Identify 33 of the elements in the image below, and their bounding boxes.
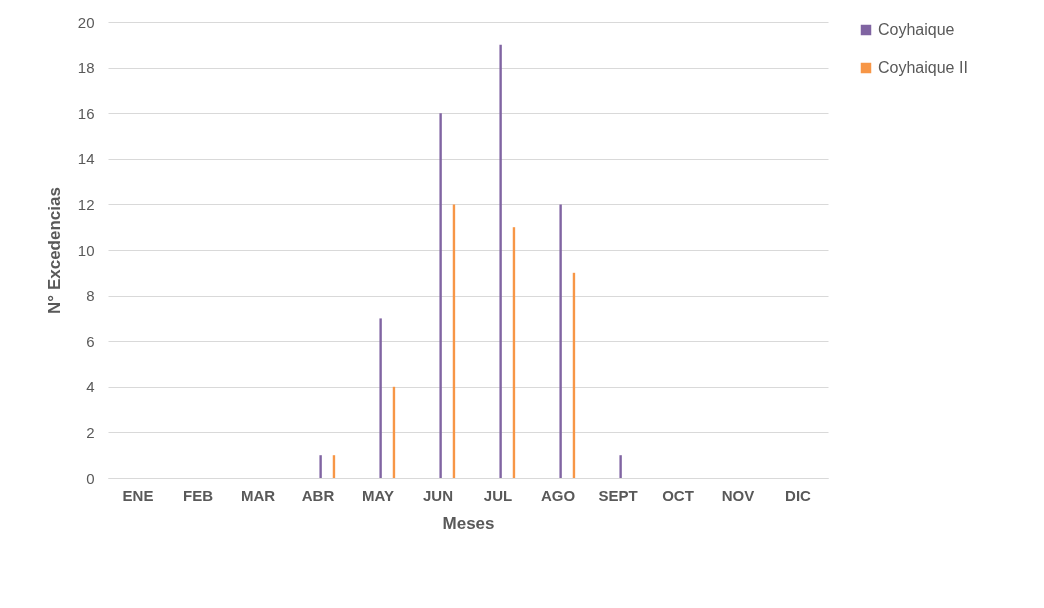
x-tick-label: ENE xyxy=(122,486,154,504)
x-tick-label: AGO xyxy=(540,486,576,504)
x-tick-label: MAR xyxy=(240,486,276,504)
x-tick-label: NOV xyxy=(721,486,755,504)
y-tick-label: 4 xyxy=(86,378,95,396)
x-tick-label: JUL xyxy=(483,486,513,504)
bar xyxy=(559,204,562,478)
y-tick-label: 8 xyxy=(86,287,95,305)
y-tick-label: 6 xyxy=(86,332,95,350)
bar xyxy=(619,455,622,478)
x-tick-label: SEPT xyxy=(598,486,638,504)
y-tick-label: 10 xyxy=(77,241,95,259)
y-axis-title: N° Excedencias xyxy=(44,187,64,314)
x-tick-label: FEB xyxy=(183,486,214,504)
y-tick-label: 2 xyxy=(86,423,95,441)
x-tick-label: OCT xyxy=(662,486,694,504)
x-tick-label: ABR xyxy=(301,486,335,504)
bar xyxy=(379,318,382,478)
y-tick-label: 20 xyxy=(77,13,95,31)
legend-label: Coyhaique xyxy=(878,21,955,38)
bar xyxy=(499,44,502,478)
legend-label: Coyhaique II xyxy=(878,59,968,76)
y-tick-label: 0 xyxy=(86,469,95,487)
x-axis-title: Meses xyxy=(442,513,495,533)
x-tick-label: JUN xyxy=(422,486,454,504)
x-tick-label: DIC xyxy=(785,486,812,504)
bar xyxy=(439,113,442,478)
y-tick-label: 16 xyxy=(77,104,95,122)
x-tick-label: MAY xyxy=(362,486,394,504)
bar xyxy=(319,455,322,478)
y-tick-label: 18 xyxy=(77,59,95,77)
y-tick-label: 14 xyxy=(77,150,95,168)
y-tick-label: 12 xyxy=(77,195,95,213)
